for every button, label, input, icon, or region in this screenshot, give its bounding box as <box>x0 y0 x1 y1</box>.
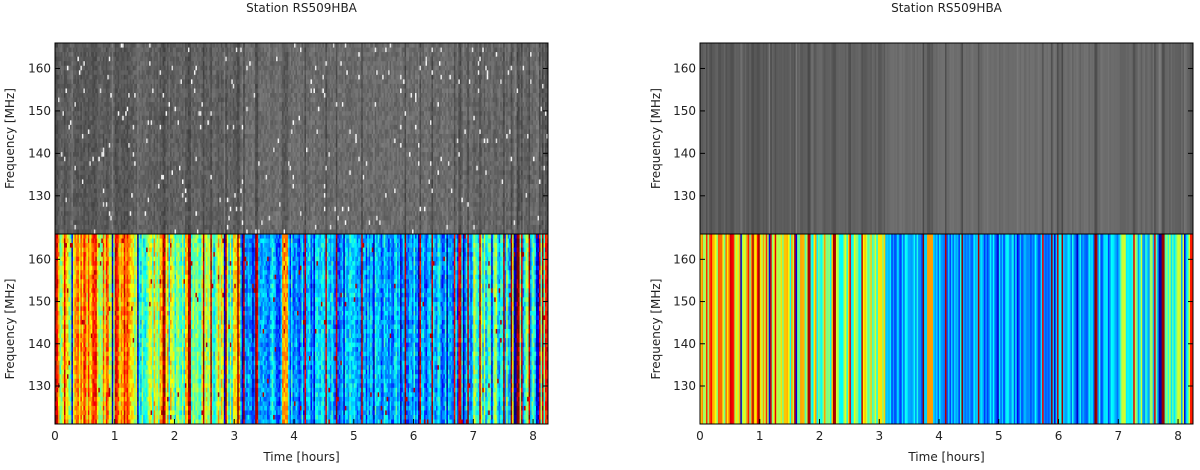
gray-heatmap <box>55 43 548 234</box>
chart-title: Station RS509HBA <box>246 1 358 15</box>
